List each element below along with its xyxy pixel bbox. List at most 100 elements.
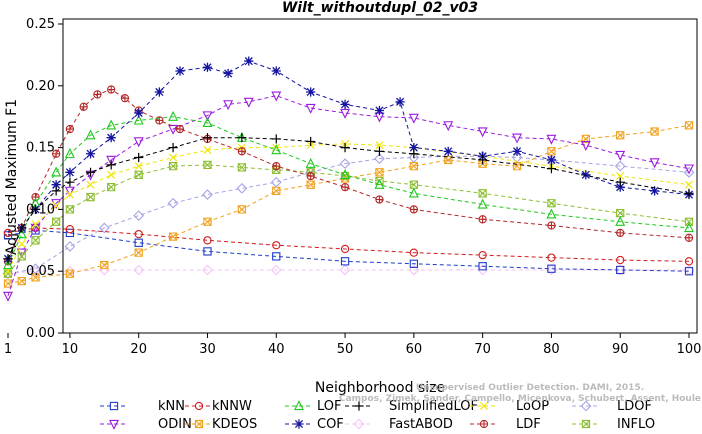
legend-marker-lof: [294, 400, 304, 411]
legend-item-inflo: INFLO: [572, 417, 655, 432]
legend-item-simplifiedlof: SimplifiedLOF: [345, 399, 478, 414]
data-point-ldf: [616, 228, 625, 238]
data-point-loop: [203, 146, 212, 155]
series-line-odin: [7, 95, 690, 297]
data-point-inflo: [52, 217, 61, 226]
legend-label-ldof: LDOF: [617, 399, 652, 414]
data-point-odin: [305, 103, 316, 114]
data-point-odin: [271, 91, 282, 102]
data-point-odin: [243, 97, 254, 108]
data-point-loop: [86, 180, 95, 189]
data-point-knn: [203, 247, 212, 256]
data-point-odin: [408, 113, 419, 124]
data-point-cof: [65, 167, 75, 177]
data-point-inflo: [17, 252, 26, 261]
legend-marker-ldof: [580, 400, 592, 412]
legend-item-ldof: LDOF: [572, 399, 652, 414]
legend-marker-knnw: [194, 401, 204, 411]
data-point-kdeos: [168, 232, 178, 241]
data-point-knn: [684, 267, 694, 276]
data-point-ldof: [133, 210, 145, 221]
data-point-inflo: [684, 217, 694, 226]
chart-title: Wilt_withoutdupl_02_v03: [282, 0, 478, 16]
data-point-ldf: [547, 221, 556, 230]
data-point-knnw: [3, 228, 13, 238]
data-point-simplifiedlof: [65, 177, 75, 187]
legend: kNN kNNW LOF SimplifiedLOF LoOP LDOF ODIN KDEOS…: [100, 399, 655, 432]
data-point-simplifiedlof: [30, 204, 41, 214]
data-point-odin: [546, 134, 557, 145]
legend-marker-loop: [479, 401, 489, 411]
data-point-lof: [85, 129, 96, 140]
data-point-ldf: [375, 195, 384, 204]
data-point-inflo: [31, 236, 40, 245]
data-point-odin: [168, 124, 179, 135]
data-point-ldf: [684, 233, 694, 242]
data-point-odin: [223, 100, 234, 111]
data-point-odin: [64, 186, 75, 197]
data-point-lof: [64, 147, 75, 158]
data-point-knn: [409, 259, 418, 268]
data-point-kdeos: [547, 147, 556, 156]
data-point-kdeos: [17, 276, 26, 286]
data-point-kdeos: [272, 186, 281, 196]
data-point-ldof: [64, 241, 76, 252]
data-point-fastabod: [408, 264, 420, 276]
x-tick-label: 80: [543, 342, 560, 357]
data-point-loop: [684, 180, 694, 189]
data-point-inflo: [203, 160, 212, 170]
series-line-fastabod: [7, 269, 689, 275]
data-point-ldof: [270, 176, 282, 188]
legend-label-odin: ODIN: [158, 417, 192, 432]
data-point-knn: [65, 228, 75, 238]
data-point-kdeos: [616, 131, 625, 140]
data-point-lof: [168, 110, 179, 121]
data-point-cof: [546, 155, 557, 165]
data-point-odin: [106, 155, 117, 166]
data-point-knnw: [203, 236, 212, 245]
legend-label-knnw: kNNW: [212, 399, 252, 414]
legend-item-kdeos: KDEOS: [185, 417, 257, 432]
plot-frame: [62, 18, 698, 334]
data-point-odin: [649, 158, 660, 169]
x-tick-label: 50: [337, 342, 354, 357]
data-point-kdeos: [203, 217, 212, 226]
data-point-lof: [305, 157, 316, 168]
data-point-simplifiedlof: [340, 143, 350, 153]
y-tick-label: 0.10: [26, 202, 55, 217]
legend-marker-ldf: [479, 419, 489, 429]
data-point-ldof: [374, 153, 385, 165]
data-point-loop: [375, 141, 384, 150]
data-point-simplifiedlof: [615, 177, 625, 187]
data-point-simplifiedlof: [271, 134, 281, 144]
legend-marker-kdeos: [194, 419, 204, 429]
data-point-ldf: [65, 124, 75, 134]
axes: 1 10 20 30 40 50 60 70 80 90 100 0.00 0.05 0.10 0.15 0.…: [4, 17, 702, 357]
data-point-cof: [443, 146, 453, 156]
data-point-simplifiedlof: [237, 133, 247, 143]
series-line-cof: [7, 60, 690, 260]
data-point-inflo: [409, 180, 418, 189]
data-point-loop: [134, 162, 143, 171]
data-point-knnw: [134, 229, 143, 239]
legend-marker-cof: [294, 419, 304, 429]
data-point-inflo: [237, 163, 247, 172]
data-point-cof: [154, 87, 164, 97]
data-point-kdeos: [237, 205, 247, 214]
data-point-ldof: [614, 160, 626, 172]
legend-label-inflo: INFLO: [617, 417, 655, 432]
data-point-cof: [615, 182, 625, 192]
data-point-loop: [107, 170, 116, 179]
data-point-simplifiedlof: [374, 146, 385, 156]
data-point-knnw: [272, 241, 281, 250]
y-tick-label: 0.05: [26, 264, 55, 279]
data-point-ldof: [683, 166, 695, 178]
data-point-ldf: [306, 171, 315, 181]
series-line-ldof: [7, 155, 690, 275]
data-point-inflo: [168, 161, 178, 171]
data-point-inflo: [478, 189, 487, 198]
data-point-kdeos: [375, 168, 384, 177]
data-point-knn: [616, 265, 625, 275]
data-point-knn: [31, 226, 40, 235]
data-point-ldf: [93, 90, 102, 99]
